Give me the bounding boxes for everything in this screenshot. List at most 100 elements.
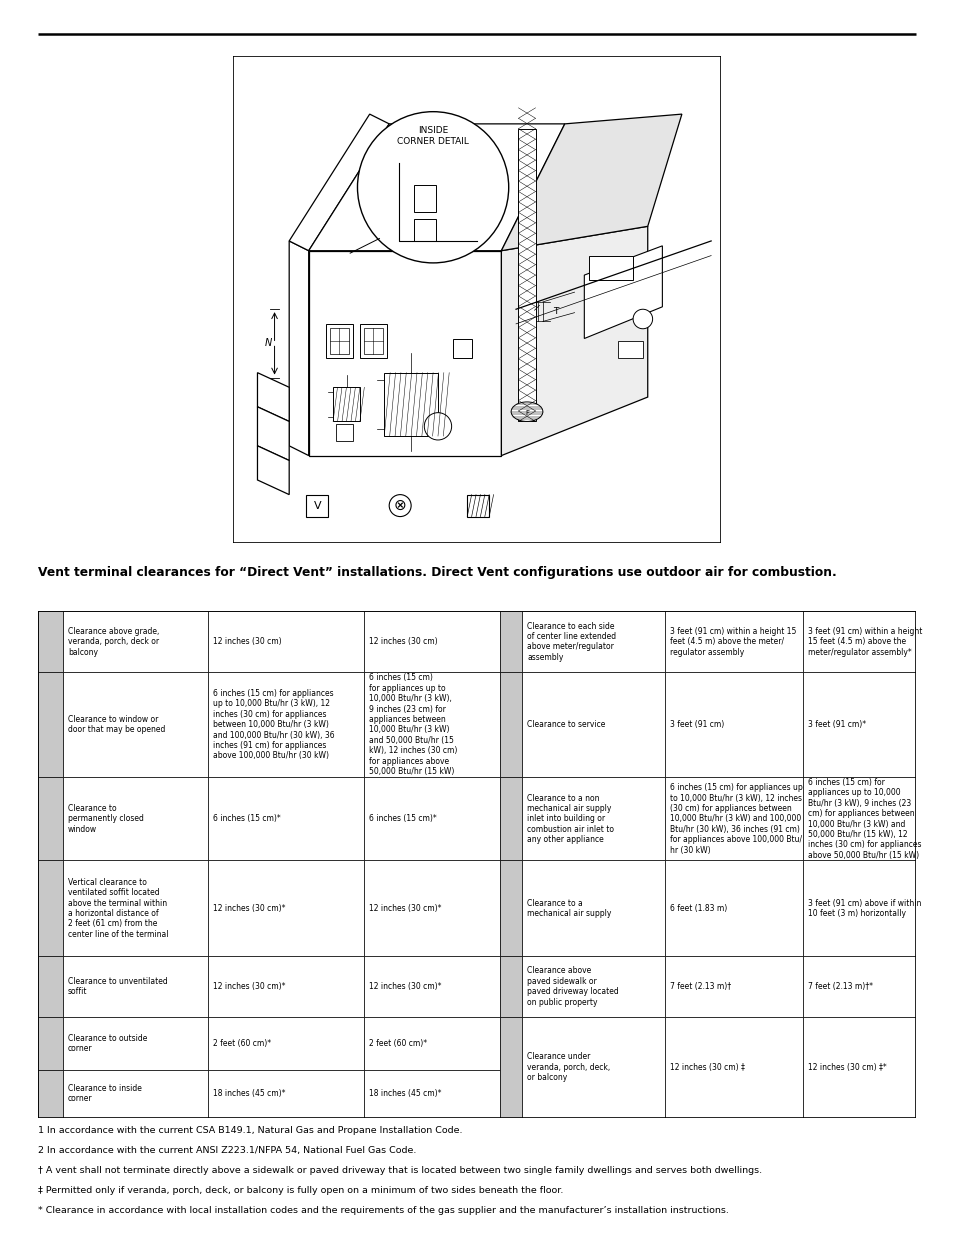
Bar [306, 494, 328, 516]
Text: 6 inches (15 cm)*: 6 inches (15 cm)* [369, 814, 436, 824]
Text: 7 feet (2.13 m)†: 7 feet (2.13 m)† [669, 982, 730, 990]
Bar [499, 861, 521, 956]
Bar [359, 324, 386, 358]
Text: 12 inches (30 cm)*: 12 inches (30 cm)* [213, 904, 285, 913]
Text: INSIDE
CORNER DETAIL: INSIDE CORNER DETAIL [396, 126, 469, 146]
Bar [363, 1016, 499, 1070]
Ellipse shape [511, 401, 542, 421]
Bar [63, 672, 208, 777]
Bar [589, 256, 633, 280]
Text: 6 inches (15 cm)
for appliances up to
10,000 Btu/hr (3 kW),
9 inches (23 cm) for: 6 inches (15 cm) for appliances up to 10… [369, 673, 456, 776]
Text: T: T [552, 308, 558, 316]
Bar [63, 956, 208, 1016]
Bar [499, 1016, 521, 1118]
Bar [664, 1016, 801, 1118]
Bar [38, 1070, 63, 1118]
Bar [363, 1070, 499, 1118]
Polygon shape [257, 406, 289, 461]
Text: 6 inches (15 cm) for
appliances up to 10,000
Btu/hr (3 kW), 9 inches (23
cm) for: 6 inches (15 cm) for appliances up to 10… [807, 778, 921, 860]
Text: 6 inches (15 cm) for appliances
up to 10,000 Btu/hr (3 kW), 12
inches (30 cm) fo: 6 inches (15 cm) for appliances up to 10… [213, 689, 335, 761]
Polygon shape [257, 373, 289, 421]
Bar [208, 777, 363, 861]
Text: 12 inches (30 cm)*: 12 inches (30 cm)* [369, 904, 441, 913]
Text: 3 feet (91 cm) above if within
10 feet (3 m) horizontally: 3 feet (91 cm) above if within 10 feet (… [807, 899, 921, 918]
Bar [333, 388, 359, 421]
Text: ‡ Permitted only if veranda, porch, deck, or balcony is fully open on a minimum : ‡ Permitted only if veranda, porch, deck… [38, 1186, 563, 1195]
Bar [63, 861, 208, 956]
Ellipse shape [357, 111, 508, 263]
Text: 1 In accordance with the current CSA B149.1, Natural Gas and Propane Installatio: 1 In accordance with the current CSA B14… [38, 1125, 462, 1135]
Bar [363, 956, 499, 1016]
Bar [38, 956, 63, 1016]
Bar [208, 1070, 363, 1118]
Bar [664, 672, 801, 777]
Text: Clearance to outside
corner: Clearance to outside corner [68, 1034, 147, 1053]
Bar [363, 672, 499, 777]
Bar [363, 327, 382, 354]
Text: ⊗: ⊗ [394, 498, 406, 513]
Text: 12 inches (30 cm)*: 12 inches (30 cm)* [369, 982, 441, 990]
Text: 3 feet (91 cm)*: 3 feet (91 cm)* [807, 720, 865, 729]
Bar [521, 1016, 664, 1118]
Bar [63, 777, 208, 861]
Text: Clearance to
permanently closed
window: Clearance to permanently closed window [68, 804, 144, 834]
Text: Clearance to inside
corner: Clearance to inside corner [68, 1084, 142, 1103]
Bar [452, 338, 472, 358]
Bar [38, 611, 63, 672]
Bar [363, 611, 499, 672]
Bar [521, 777, 664, 861]
Bar [363, 777, 499, 861]
Text: Clearance to a non
mechanical air supply
inlet into building or
combustion air i: Clearance to a non mechanical air supply… [526, 794, 614, 845]
Text: * Clearance in accordance with local installation codes and the requirements of : * Clearance in accordance with local ins… [38, 1207, 728, 1215]
Bar [208, 672, 363, 777]
Bar [521, 861, 664, 956]
Bar [499, 672, 521, 777]
Bar [801, 1016, 915, 1118]
Bar [499, 611, 521, 672]
Text: 12 inches (30 cm): 12 inches (30 cm) [213, 637, 281, 646]
Text: 2 In accordance with the current ANSI Z223.1/NFPA 54, National Fuel Gas Code.: 2 In accordance with the current ANSI Z2… [38, 1146, 416, 1155]
Text: Clearance to window or
door that may be opened: Clearance to window or door that may be … [68, 715, 165, 735]
Polygon shape [501, 226, 647, 456]
Bar [208, 956, 363, 1016]
Bar [325, 324, 353, 358]
Text: 6 feet (1.83 m): 6 feet (1.83 m) [669, 904, 726, 913]
Polygon shape [257, 446, 289, 494]
Text: 3 feet (91 cm): 3 feet (91 cm) [669, 720, 723, 729]
Text: Clearance to unventilated
soffit: Clearance to unventilated soffit [68, 977, 168, 997]
Polygon shape [309, 124, 564, 251]
Text: F: F [524, 410, 529, 416]
Bar [63, 1016, 208, 1070]
Bar [335, 424, 353, 441]
Text: 2 feet (60 cm)*: 2 feet (60 cm)* [369, 1039, 427, 1047]
Bar [521, 672, 664, 777]
Text: 3 feet (91 cm) within a height
15 feet (4.5 m) above the
meter/regulator assembl: 3 feet (91 cm) within a height 15 feet (… [807, 626, 922, 657]
Circle shape [424, 412, 451, 440]
Text: Clearance to service: Clearance to service [526, 720, 605, 729]
Bar [618, 341, 642, 358]
Bar [38, 777, 63, 861]
Bar [208, 861, 363, 956]
Text: Clearance to a
mechanical air supply: Clearance to a mechanical air supply [526, 899, 611, 918]
Bar [499, 777, 521, 861]
Polygon shape [583, 246, 661, 338]
Bar [38, 861, 63, 956]
Circle shape [633, 309, 652, 329]
Bar [38, 672, 63, 777]
Text: 12 inches (30 cm)*: 12 inches (30 cm)* [213, 982, 285, 990]
Bar [664, 611, 801, 672]
Polygon shape [309, 251, 501, 456]
Text: 18 inches (45 cm)*: 18 inches (45 cm)* [213, 1089, 285, 1098]
Text: Vent terminal clearances for “Direct Vent” installations. Direct Vent configurat: Vent terminal clearances for “Direct Ven… [38, 566, 836, 579]
Polygon shape [289, 114, 389, 251]
Bar [517, 128, 535, 421]
Bar [664, 861, 801, 956]
Text: 18 inches (45 cm)*: 18 inches (45 cm)* [369, 1089, 441, 1098]
Text: Clearance above grade,
veranda, porch, deck or
balcony: Clearance above grade, veranda, porch, d… [68, 626, 159, 657]
Text: Clearance to each side
of center line extended
above meter/regulator
assembly: Clearance to each side of center line ex… [526, 621, 616, 662]
Bar [330, 327, 349, 354]
Bar [363, 861, 499, 956]
Text: 3 feet (91 cm) within a height 15
feet (4.5 m) above the meter/
regulator assemb: 3 feet (91 cm) within a height 15 feet (… [669, 626, 796, 657]
Text: † A vent shall not terminate directly above a sidewalk or paved driveway that is: † A vent shall not terminate directly ab… [38, 1166, 761, 1174]
Text: 6 inches (15 cm) for appliances up
to 10,000 Btu/hr (3 kW), 12 inches
(30 cm) fo: 6 inches (15 cm) for appliances up to 10… [669, 783, 802, 855]
